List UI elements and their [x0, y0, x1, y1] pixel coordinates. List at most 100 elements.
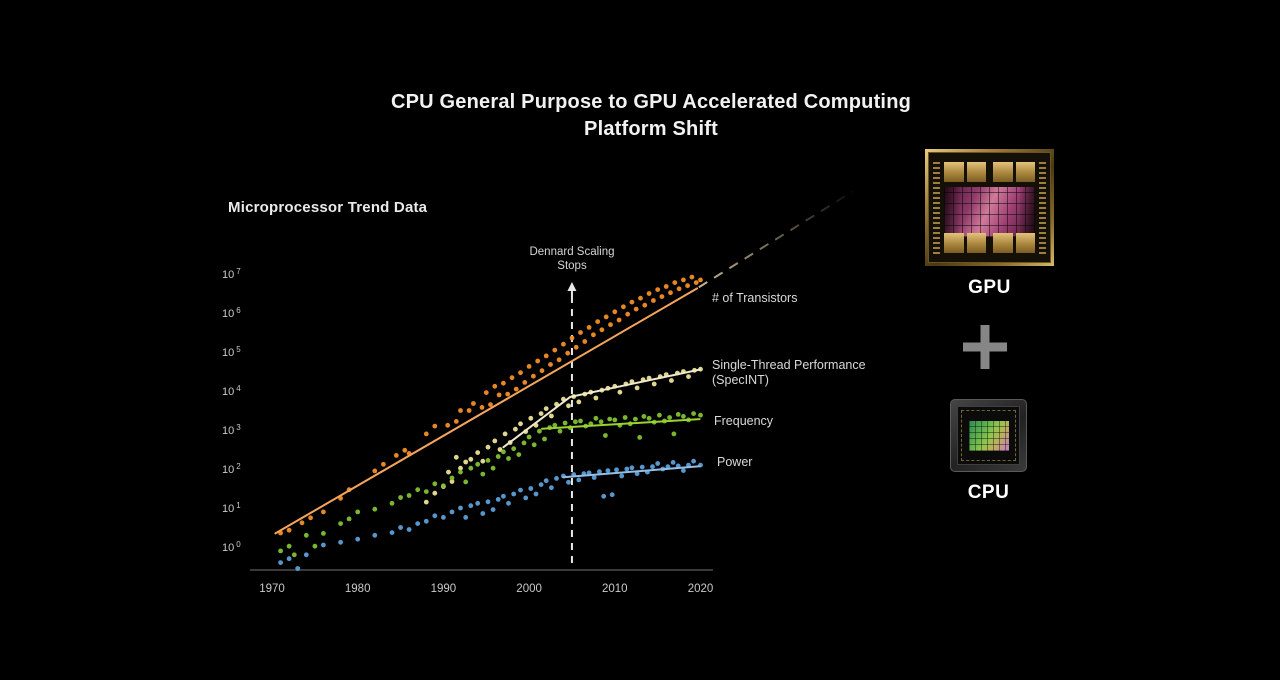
scatter-point-frequency [423, 489, 429, 494]
x-tick-label: 1980 [345, 583, 371, 595]
scatter-point-power [506, 500, 511, 506]
scatter-point-power [670, 460, 676, 465]
scatter-point-transistors [693, 280, 699, 285]
scatter-point-single-thread-performance [518, 421, 523, 427]
scatter-point-transistors [689, 274, 695, 280]
scatter-point-transistors [488, 402, 493, 407]
scatter-point-single-thread-performance [528, 415, 534, 421]
scatter-point-transistors [681, 277, 686, 283]
scatter-point-frequency [637, 435, 643, 440]
scatter-point-transistors [633, 306, 639, 312]
scatter-point-power [655, 461, 661, 466]
scatter-point-power [554, 476, 559, 481]
scatter-point-power [441, 515, 446, 520]
scatter-point-power [415, 521, 421, 526]
scatter-point-power [389, 530, 395, 535]
scatter-point-transistors [625, 311, 631, 317]
gpu-memory-block [993, 233, 1013, 253]
y-tick-label: 10 2 [222, 462, 241, 476]
scatter-point-frequency [598, 419, 604, 425]
gpu-memory-block [944, 162, 964, 182]
scatter-point-frequency [278, 548, 283, 554]
scatter-point-transistors [471, 401, 476, 406]
scatter-point-power [432, 513, 438, 519]
scatter-point-transistors [573, 344, 579, 350]
scatter-point-power [423, 518, 429, 524]
scatter-point-frequency [667, 415, 672, 420]
scatter-point-transistors [402, 447, 408, 453]
scatter-point-transistors [556, 357, 562, 363]
scatter-point-power [495, 497, 501, 502]
scatter-point-frequency [501, 449, 506, 455]
scatter-point-transistors [501, 380, 506, 386]
scatter-point-transistors [651, 298, 656, 303]
scatter-point-single-thread-performance [686, 374, 691, 379]
scatter-point-power [398, 525, 403, 530]
scatter-point-transistors [698, 277, 703, 283]
scatter-point-frequency [490, 465, 496, 471]
title-line-2: Platform Shift [584, 118, 718, 140]
scatter-point-transistors [381, 461, 386, 467]
scatter-point-single-thread-performance [669, 378, 674, 383]
scatter-point-single-thread-performance [453, 454, 459, 460]
scatter-point-frequency [593, 415, 599, 421]
legend-single-thread-performance: Single-Thread Performance (SpecINT) [712, 358, 866, 388]
cpu-chip-image [950, 399, 1027, 472]
scatter-point-frequency [485, 458, 491, 463]
scatter-point-single-thread-performance [449, 479, 455, 484]
scatter-point-transistors [659, 294, 665, 299]
scatter-point-frequency [415, 487, 421, 493]
cpu-pad-ring [961, 410, 1016, 461]
x-tick-label: 1970 [259, 583, 285, 595]
scatter-point-single-thread-performance [492, 438, 498, 444]
gpu-pad-strip-left [933, 161, 940, 254]
scatter-point-frequency [463, 479, 469, 485]
scatter-point-frequency [646, 415, 652, 421]
scatter-point-transistors [543, 353, 549, 359]
scatter-point-transistors [432, 423, 438, 429]
gpu-memory-row-top [944, 162, 1035, 182]
scatter-point-frequency [671, 431, 677, 437]
scatter-point-transistors [535, 358, 541, 364]
scatter-point-transistors [423, 431, 429, 437]
scatter-point-power [485, 499, 491, 505]
scatter-point-single-thread-performance [458, 465, 463, 471]
cpu-label: CPU [967, 482, 1010, 503]
scatter-point-frequency [531, 442, 537, 448]
scatter-point-single-thread-performance [423, 499, 429, 505]
scatter-point-single-thread-performance [468, 456, 474, 462]
scatter-point-frequency [458, 469, 463, 475]
scatter-point-frequency [312, 543, 318, 549]
scatter-point-transistors [561, 341, 566, 347]
scatter-point-frequency [681, 414, 686, 419]
scatter-point-power [458, 505, 463, 511]
scatter-point-transistors [591, 332, 596, 338]
scatter-point-frequency [612, 417, 618, 423]
scatter-point-transistors [548, 362, 553, 367]
scatter-point-transistors [479, 405, 485, 410]
series-transistors [278, 274, 703, 536]
scatter-point-single-thread-performance [432, 490, 438, 496]
y-tick-label: 10 3 [222, 423, 241, 437]
scatter-point-transistors [496, 392, 502, 398]
gpu-memory-block [966, 162, 986, 182]
gpu-memory-block [944, 233, 964, 253]
y-tick-label: 10 7 [222, 267, 241, 281]
scatter-point-transistors [308, 515, 313, 521]
trend-line-transistors [274, 287, 699, 535]
scatter-point-frequency [480, 471, 486, 477]
scatter-point-transistors [552, 347, 558, 353]
scatter-point-transistors [599, 327, 605, 333]
scatter-point-frequency [537, 428, 542, 434]
scatter-point-power [650, 464, 655, 470]
scatter-point-transistors [453, 419, 459, 424]
y-tick-label: 10 5 [222, 345, 241, 359]
scatter-point-power [538, 482, 544, 487]
gpu-pad-strip-right [1039, 161, 1046, 254]
scatter-point-single-thread-performance [634, 385, 640, 391]
scatter-point-transistors [286, 527, 292, 533]
scatter-point-frequency [468, 465, 474, 471]
scatter-point-frequency [441, 483, 446, 489]
scatter-point-power [605, 468, 611, 473]
